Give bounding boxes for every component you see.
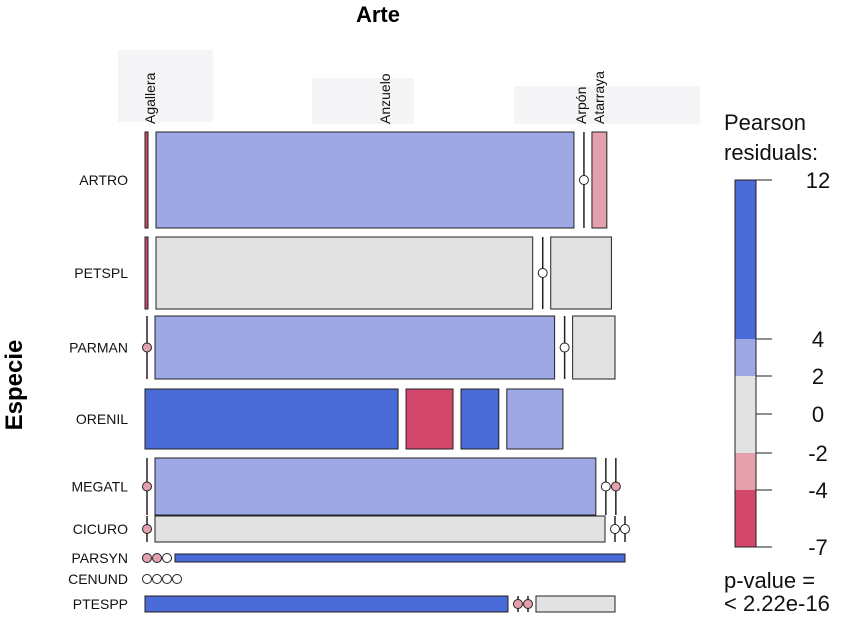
cell-artro-atarraya [591, 131, 608, 229]
legend-band-neutral [735, 376, 756, 453]
row-label-parman: PARMAN [69, 340, 128, 356]
cell-artro-anzuelo [155, 131, 575, 229]
column-label-anzuelo: Anzuelo [377, 73, 393, 124]
legend-title: Pearson [724, 110, 806, 135]
label-backdrop [514, 86, 700, 124]
cell-cenund-atarraya-marker [172, 574, 182, 584]
row-label-ptespp: PTESPP [73, 596, 128, 612]
cell-megatl-atarraya-marker [610, 481, 621, 492]
legend-band-neg-mid [735, 453, 756, 490]
cell-parman-atarraya [572, 315, 616, 380]
y-axis-title: Especie [1, 340, 28, 431]
cell-petspl-anzuelo [155, 236, 534, 310]
row-label-orenil: ORENIL [76, 411, 128, 427]
row-label-parsyn: PARSYN [71, 550, 128, 566]
row-label-cicuro: CICURO [73, 521, 128, 537]
cell-petspl-atarraya [550, 236, 612, 310]
p-value-text: < 2.22e-16 [724, 591, 830, 616]
cell-parman-anzuelo [154, 315, 556, 380]
row-label-megatl: MEGATL [71, 479, 128, 495]
cell-megatl-anzuelo [154, 457, 597, 516]
cell-megatl-agallera-marker [142, 481, 152, 492]
legend-tick-label: -4 [808, 478, 828, 503]
column-label-agallera: Agallera [142, 72, 158, 124]
cell-petspl-arpón-marker [537, 268, 548, 278]
cell-parsyn-agallera-marker [142, 553, 152, 563]
cell-parsyn-atarraya [174, 553, 626, 563]
row-label-petspl: PETSPL [74, 265, 128, 281]
legend-band-neg-strong [735, 490, 756, 547]
cell-orenil-agallera [144, 388, 399, 450]
row-label-cenund: CENUND [68, 571, 128, 587]
cell-artro-agallera [144, 131, 149, 229]
legend-tick-label: -7 [808, 535, 828, 560]
cell-cicuro-arpón-marker [610, 524, 620, 534]
cell-orenil-arpón [460, 388, 500, 450]
cell-cenund-arpón-marker [162, 574, 172, 584]
legend-band-pos-strong [735, 180, 756, 339]
legend-bar-border [734, 179, 757, 548]
cell-ptespp-agallera [144, 595, 509, 613]
column-label-atarraya: Atarraya [591, 71, 607, 124]
cell-parsyn-anzuelo-marker [152, 553, 162, 563]
cell-ptespp-arpón-marker [522, 599, 533, 609]
cell-cicuro-anzuelo [154, 515, 606, 543]
legend-tick-label: 12 [806, 168, 830, 193]
label-backdrop [312, 78, 414, 124]
cell-cicuro-agallera-marker [142, 524, 152, 534]
row-label-artro: ARTRO [79, 172, 128, 188]
legend-tick-label: 0 [812, 402, 824, 427]
cell-megatl-arpón-marker [600, 481, 611, 492]
label-backdrop [118, 50, 213, 122]
x-axis-title: Arte [356, 2, 400, 27]
p-value-label: p-value = [724, 568, 815, 593]
legend-tick-label: 4 [812, 327, 824, 352]
cell-cenund-agallera-marker [142, 574, 152, 584]
cell-orenil-anzuelo [405, 388, 454, 450]
cell-parsyn-arpón-marker [162, 553, 172, 563]
cell-artro-arpón-marker [578, 175, 589, 185]
legend-title: residuals: [724, 140, 818, 165]
legend-tick-label: -2 [808, 441, 828, 466]
cell-ptespp-anzuelo-marker [512, 599, 523, 609]
cell-parman-arpón-marker [559, 342, 570, 353]
cell-parman-agallera-marker [142, 342, 152, 353]
cell-petspl-agallera [144, 236, 149, 310]
cell-cicuro-atarraya-marker [620, 524, 630, 534]
legend-tick-label: 2 [812, 364, 824, 389]
column-label-arpón: Arpón [573, 87, 589, 124]
legend-band-pos-mid [735, 339, 756, 376]
cell-ptespp-atarraya [535, 595, 616, 613]
cell-cenund-anzuelo-marker [152, 574, 162, 584]
cell-orenil-atarraya [506, 388, 564, 450]
